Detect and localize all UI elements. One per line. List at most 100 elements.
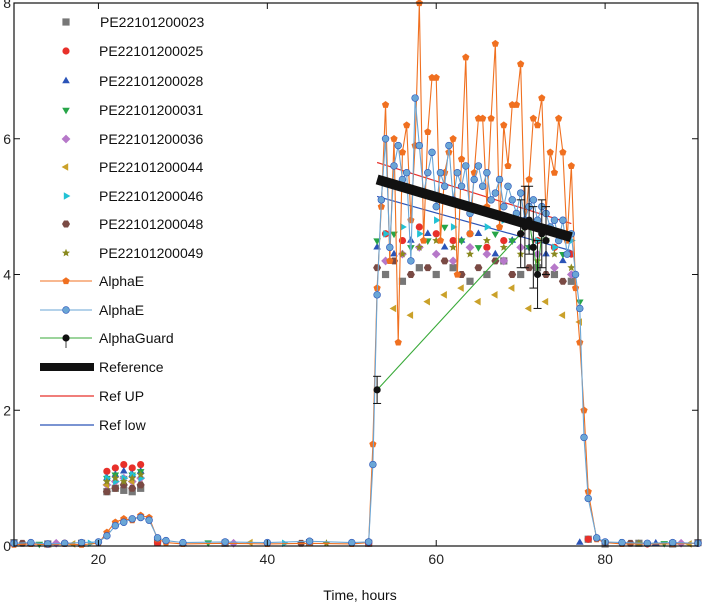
data-point (487, 114, 495, 122)
data-point (381, 135, 390, 143)
data-point (423, 229, 432, 236)
series-alphae-blue (10, 94, 702, 548)
data-point (432, 270, 440, 279)
data-point (119, 466, 128, 474)
data-point (111, 473, 120, 482)
data-point (538, 94, 546, 102)
data-point (390, 162, 398, 170)
data-point (111, 464, 119, 472)
data-point (390, 134, 398, 142)
data-point (111, 521, 120, 530)
legend-label: PE22101200044 (99, 159, 204, 175)
data-point (512, 101, 521, 108)
data-point (495, 223, 504, 231)
data-point (415, 264, 423, 272)
data-point (77, 538, 86, 547)
legend-label: PE22101200049 (99, 245, 204, 261)
legend-marker (62, 76, 70, 84)
legend-marker (62, 18, 70, 26)
data-point (550, 216, 559, 224)
data-point (491, 231, 500, 239)
legend-entry: PE22101200049 (62, 245, 204, 261)
data-point (145, 516, 153, 524)
data-point (128, 464, 136, 472)
data-point (558, 311, 566, 320)
data-point (453, 270, 461, 278)
data-point (136, 513, 145, 522)
data-point (457, 238, 466, 245)
data-point (386, 243, 394, 252)
data-point (482, 236, 491, 244)
data-point (567, 263, 576, 272)
data-point (466, 229, 474, 237)
data-point (550, 270, 559, 279)
data-point (567, 277, 575, 285)
data-point (383, 229, 390, 238)
data-point (491, 249, 500, 257)
data-point (508, 238, 517, 245)
legend-entry: PE22101200044 (61, 159, 204, 175)
data-point (466, 277, 474, 285)
y-tick-label: 6 (3, 131, 11, 147)
data-point (487, 196, 495, 204)
data-point (462, 53, 470, 61)
data-point (490, 291, 498, 299)
data-point (500, 121, 508, 129)
data-point (483, 243, 491, 251)
data-point (424, 128, 432, 136)
data-point (434, 216, 441, 225)
data-point (592, 534, 601, 542)
data-point (457, 182, 466, 190)
data-point (128, 484, 137, 492)
data-point (394, 338, 402, 346)
data-point (305, 537, 314, 545)
data-point (529, 114, 537, 122)
data-point (449, 264, 457, 272)
data-point (559, 256, 567, 264)
legend-label: PE22101200036 (99, 131, 204, 147)
data-point (517, 60, 525, 68)
legend-entry: AlphaE (40, 273, 144, 289)
data-point (128, 515, 136, 523)
data-point (398, 277, 407, 285)
data-point (529, 243, 537, 251)
legend-label: PE22101200028 (99, 73, 204, 89)
data-point (465, 242, 475, 252)
data-point (618, 538, 626, 547)
y-tick-label: 2 (3, 402, 11, 418)
data-point (381, 270, 390, 279)
data-point (491, 189, 500, 197)
data-point (584, 494, 592, 503)
axes: 20 40 60 80 0 2 4 6 8 (3, 0, 698, 567)
legend-label: AlphaGuard (99, 330, 174, 346)
data-point (559, 216, 567, 224)
data-point (432, 73, 440, 81)
data-point (499, 256, 509, 266)
data-point (449, 243, 458, 251)
data-point (478, 182, 487, 190)
data-point (364, 538, 373, 546)
legend-label: PE22101200023 (100, 14, 205, 30)
data-point (179, 538, 187, 547)
data-point (102, 477, 111, 485)
data-point (428, 148, 436, 157)
data-point (552, 243, 559, 252)
data-point (403, 121, 411, 129)
data-point (474, 264, 483, 272)
data-point (499, 243, 508, 251)
data-point (400, 223, 407, 231)
data-point (482, 249, 492, 259)
data-point (406, 271, 415, 278)
data-point (136, 481, 145, 489)
data-point (436, 236, 445, 244)
data-point (541, 297, 549, 306)
data-point (525, 175, 533, 183)
legend-entry: PE22101200028 (62, 73, 204, 89)
data-point (508, 196, 516, 204)
data-point (386, 257, 394, 264)
data-point (406, 311, 414, 320)
series-alphaguard (373, 185, 550, 404)
data-point (507, 284, 515, 292)
